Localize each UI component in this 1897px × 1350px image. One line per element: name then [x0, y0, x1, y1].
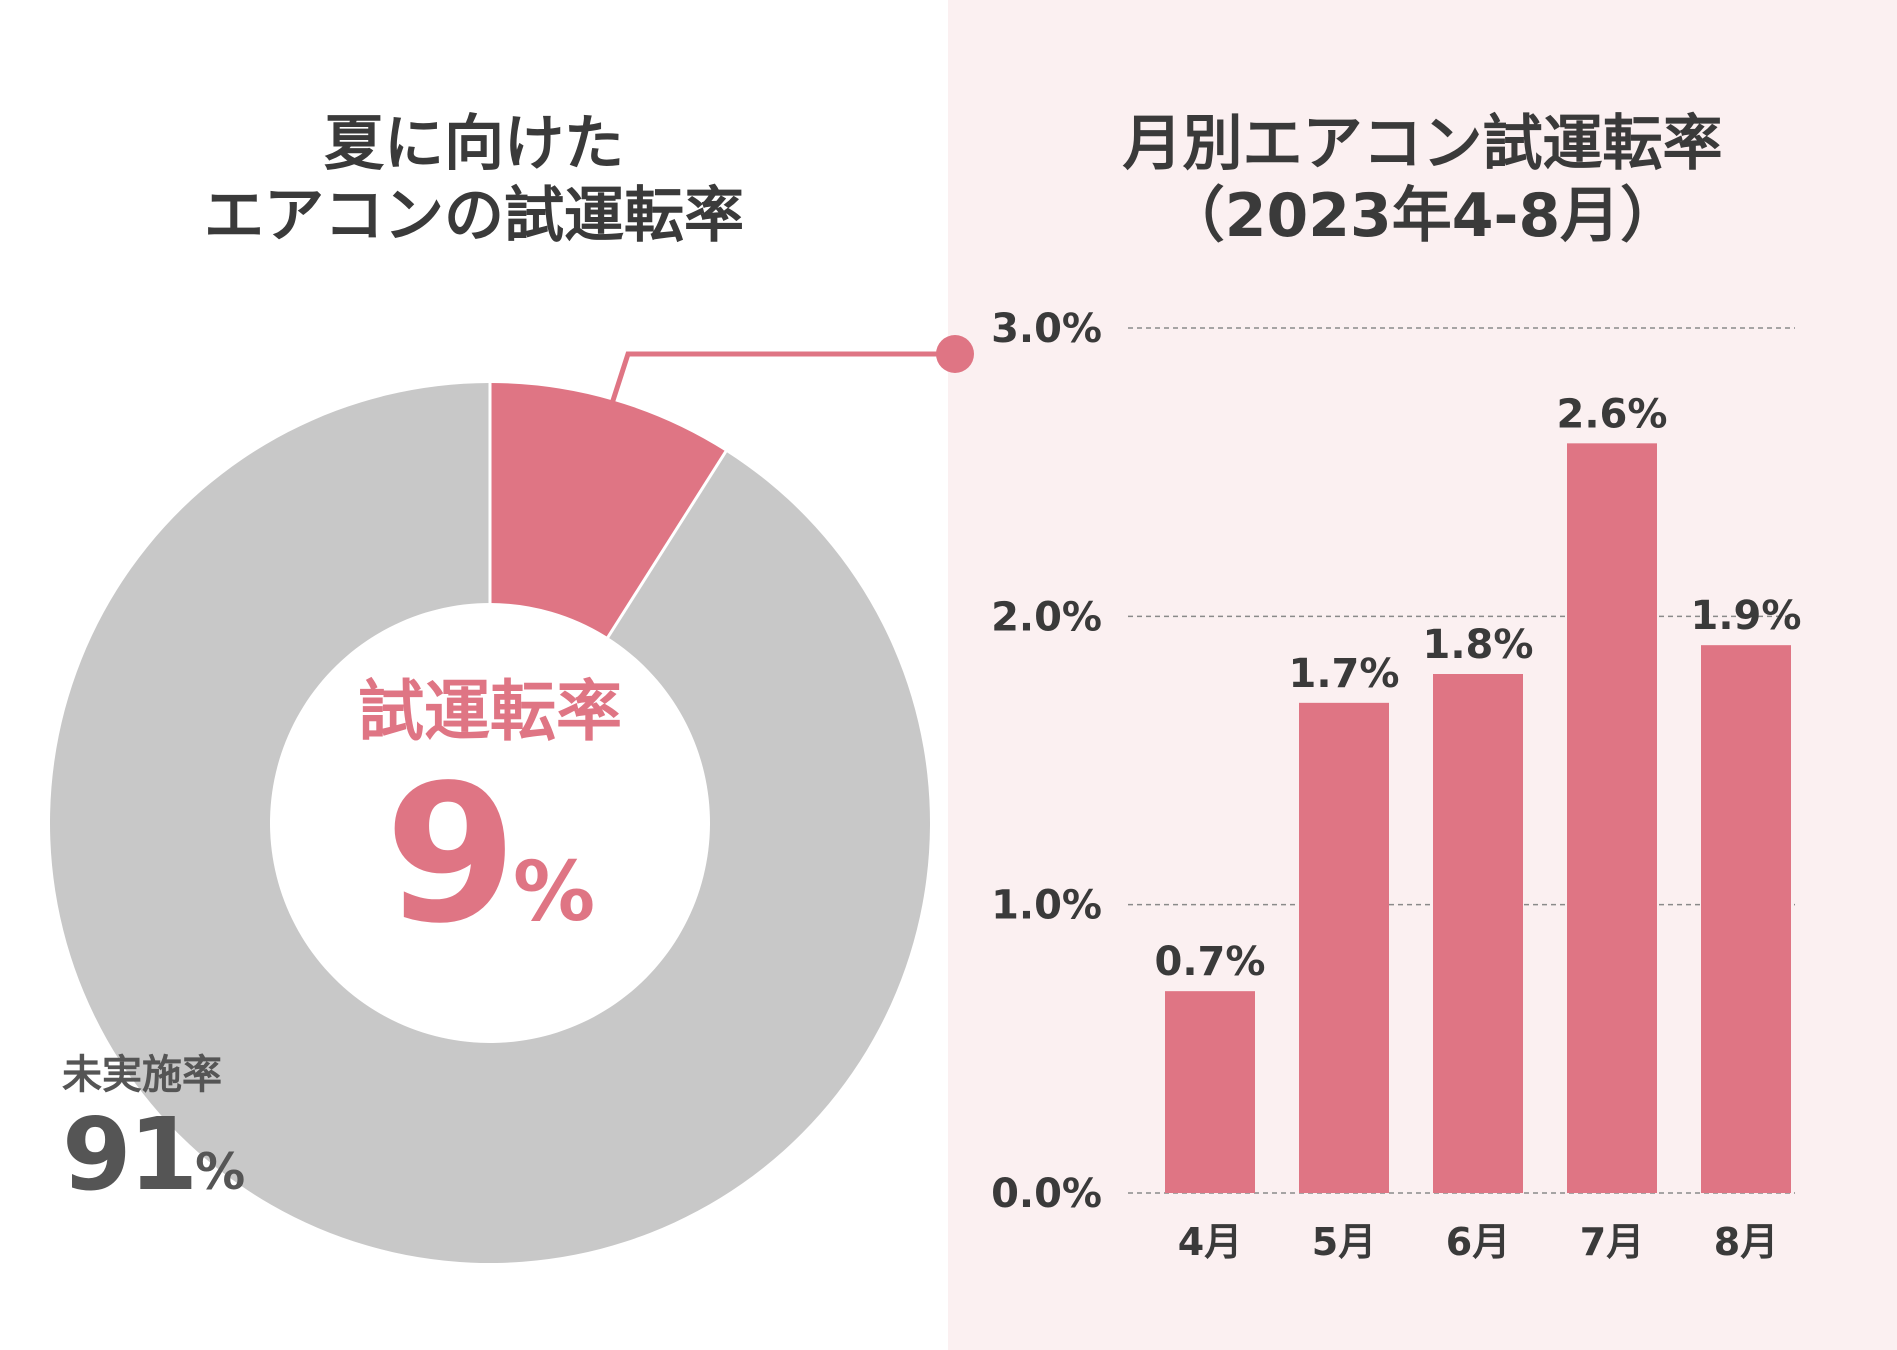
pie-chart-title: 夏に向けた エアコンの試運転率: [0, 108, 948, 252]
y-tick-label: 0.0%: [991, 1171, 1102, 1217]
bar-chart-title: 月別エアコン試運転率 （2023年4-8月）: [948, 108, 1897, 252]
bar-chart-labels: 0.0% 1.0% 2.0% 3.0% 0.7% 4月 1.7% 5月 1.8% 6月 2.6% 7月…: [991, 306, 1801, 1264]
x-tick-label: 8月: [1714, 1220, 1778, 1264]
callout-dot: [936, 335, 974, 373]
bar-title-line-1: 月別エアコン試運転率: [1122, 109, 1723, 179]
callout-connector: [608, 335, 974, 409]
x-tick-label: 6月: [1446, 1220, 1510, 1264]
bar-6-month: [1433, 674, 1523, 1193]
bar-value-label: 0.7%: [1155, 939, 1266, 985]
x-tick-label: 7月: [1580, 1220, 1644, 1264]
rest-slice-label: 未実施率 91%: [62, 1050, 245, 1239]
rest-slice-name: 未実施率: [62, 1052, 222, 1098]
x-tick-label: 5月: [1312, 1220, 1376, 1264]
bar-5-month: [1299, 702, 1389, 1193]
donut-separator: [605, 449, 729, 640]
callout-line: [608, 351, 955, 409]
donut-center-unit: %: [513, 845, 596, 940]
bar-8-month: [1701, 645, 1791, 1193]
bar-title-line-2: （2023年4-8月）: [1164, 181, 1681, 251]
rest-slice-unit: %: [195, 1143, 246, 1201]
rest-slice-value: 91%: [62, 1100, 245, 1239]
y-tick-label: 3.0%: [991, 306, 1102, 352]
bar-value-label: 2.6%: [1557, 391, 1668, 437]
bar-value-label: 1.9%: [1691, 593, 1802, 639]
donut-slice-trial: [490, 383, 726, 638]
donut-center-label: 試運転率: [358, 673, 622, 750]
donut-center-value: 9%: [290, 755, 690, 1015]
donut-slice-not-done: [49, 383, 930, 1264]
y-tick-label: 2.0%: [991, 594, 1102, 640]
donut-center-number: 9: [384, 744, 517, 965]
bar-7-month: [1567, 443, 1657, 1193]
pie-title-line-2: エアコンの試運転率: [204, 181, 744, 251]
pie-title-line-1: 夏に向けた: [324, 109, 624, 179]
bar-4-month: [1165, 991, 1255, 1193]
bar-value-label: 1.7%: [1289, 651, 1400, 697]
x-tick-label: 4月: [1178, 1220, 1242, 1264]
bar-value-label: 1.8%: [1423, 622, 1534, 668]
rest-slice-number: 91: [62, 1096, 198, 1213]
y-tick-label: 1.0%: [991, 883, 1102, 929]
bar-chart-bars: [1165, 443, 1791, 1193]
donut-chart: [49, 381, 930, 1264]
